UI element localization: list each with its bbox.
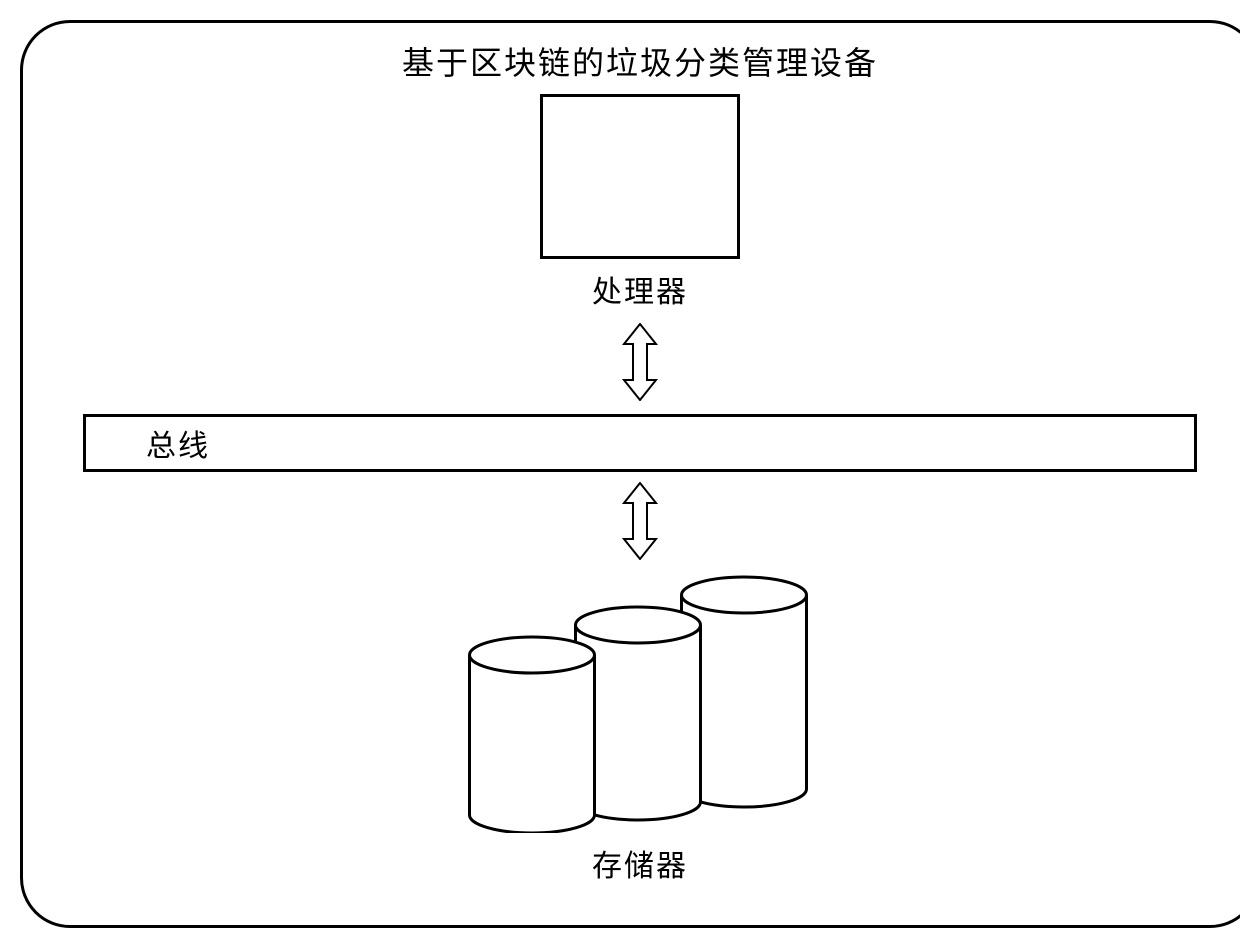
arrow-bus-storage — [83, 482, 1197, 565]
bus-label: 总线 — [146, 421, 210, 465]
cylinder-group-icon — [440, 573, 840, 833]
processor-label: 处理器 — [83, 267, 1197, 311]
storage-label: 存储器 — [83, 841, 1197, 885]
diagram-container: 基于区块链的垃圾分类管理设备 处理器 总线 — [20, 20, 1240, 928]
device-outer-box: 基于区块链的垃圾分类管理设备 处理器 总线 — [20, 20, 1240, 928]
double-arrow-icon — [620, 323, 660, 401]
diagram-title: 基于区块链的垃圾分类管理设备 — [83, 38, 1197, 84]
double-arrow-icon — [620, 482, 660, 560]
arrow-processor-bus — [83, 323, 1197, 406]
storage-cylinders — [83, 573, 1197, 833]
processor-box — [540, 94, 740, 259]
bus-box: 总线 — [83, 414, 1197, 472]
